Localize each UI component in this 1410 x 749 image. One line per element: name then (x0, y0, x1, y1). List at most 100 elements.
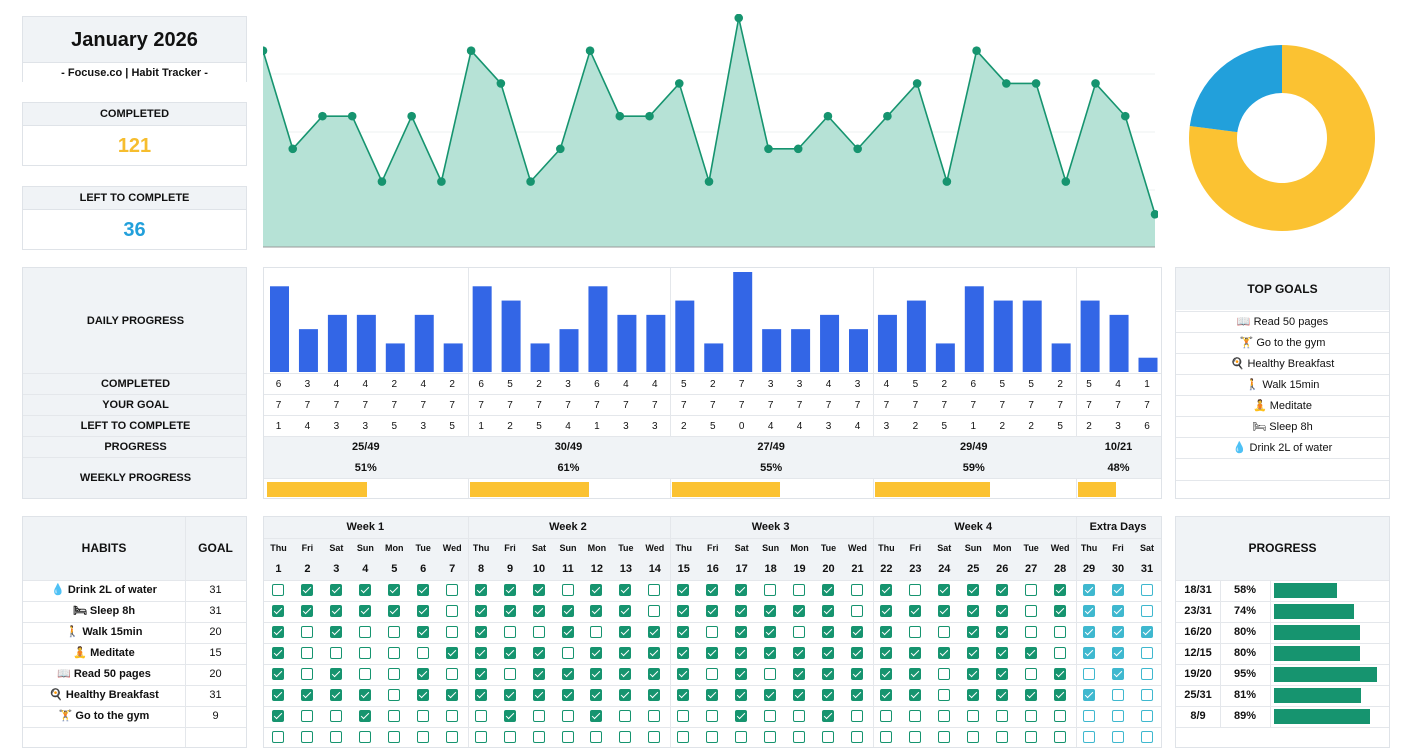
checkbox[interactable] (1140, 584, 1153, 596)
checkbox[interactable] (995, 626, 1008, 638)
checkbox[interactable] (1024, 731, 1037, 743)
checkbox[interactable] (735, 605, 748, 617)
checkbox[interactable] (1024, 626, 1037, 638)
checkbox[interactable] (764, 605, 777, 617)
checkbox[interactable] (474, 647, 487, 659)
checkbox[interactable] (1082, 710, 1095, 722)
checkbox[interactable] (851, 689, 863, 701)
checkbox[interactable] (1111, 647, 1124, 659)
checkbox[interactable] (677, 689, 690, 701)
checkbox[interactable] (619, 689, 632, 701)
checkbox[interactable] (648, 689, 661, 701)
checkbox[interactable] (764, 689, 777, 701)
checkbox[interactable] (532, 626, 545, 638)
checkbox[interactable] (764, 710, 777, 722)
checkbox[interactable] (735, 626, 748, 638)
checkbox[interactable] (937, 668, 950, 680)
checkbox[interactable] (358, 647, 371, 659)
checkbox[interactable] (561, 689, 574, 701)
checkbox[interactable] (300, 626, 313, 638)
checkbox[interactable] (329, 647, 342, 659)
checkbox[interactable] (590, 731, 603, 743)
checkbox[interactable] (879, 668, 892, 680)
checkbox[interactable] (995, 584, 1008, 596)
checkbox[interactable] (590, 647, 603, 659)
checkbox[interactable] (300, 689, 313, 701)
checkbox[interactable] (879, 689, 892, 701)
checkbox[interactable] (793, 689, 806, 701)
checkbox[interactable] (1053, 710, 1066, 722)
checkbox[interactable] (966, 668, 979, 680)
checkbox[interactable] (300, 647, 313, 659)
checkbox[interactable] (908, 668, 921, 680)
checkbox[interactable] (822, 626, 835, 638)
checkbox[interactable] (706, 731, 719, 743)
checkbox[interactable] (387, 605, 400, 617)
checkbox[interactable] (590, 668, 603, 680)
checkbox[interactable] (966, 647, 979, 659)
checkbox[interactable] (561, 710, 574, 722)
checkbox[interactable] (735, 647, 748, 659)
checkbox[interactable] (793, 647, 806, 659)
checkbox[interactable] (1140, 647, 1153, 659)
checkbox[interactable] (822, 689, 835, 701)
checkbox[interactable] (735, 731, 748, 743)
checkbox[interactable] (995, 668, 1008, 680)
checkbox[interactable] (706, 710, 719, 722)
checkbox[interactable] (995, 647, 1008, 659)
checkbox[interactable] (358, 584, 371, 596)
checkbox[interactable] (503, 647, 516, 659)
checkbox[interactable] (879, 605, 892, 617)
checkbox[interactable] (272, 710, 284, 722)
checkbox[interactable] (416, 626, 429, 638)
checkbox[interactable] (503, 731, 516, 743)
checkbox[interactable] (1024, 605, 1037, 617)
checkbox[interactable] (300, 584, 313, 596)
checkbox[interactable] (822, 647, 835, 659)
checkbox[interactable] (474, 668, 487, 680)
checkbox[interactable] (908, 605, 921, 617)
checkbox[interactable] (677, 647, 690, 659)
checkbox[interactable] (1024, 584, 1037, 596)
checkbox[interactable] (1140, 626, 1153, 638)
checkbox[interactable] (648, 647, 661, 659)
checkbox[interactable] (329, 710, 342, 722)
checkbox[interactable] (1082, 647, 1095, 659)
checkbox[interactable] (1111, 605, 1124, 617)
checkbox[interactable] (532, 584, 545, 596)
checkbox[interactable] (272, 584, 284, 596)
checkbox[interactable] (416, 689, 429, 701)
checkbox[interactable] (879, 584, 892, 596)
checkbox[interactable] (445, 626, 458, 638)
checkbox[interactable] (966, 605, 979, 617)
checkbox[interactable] (851, 710, 863, 722)
checkbox[interactable] (735, 584, 748, 596)
checkbox[interactable] (387, 626, 400, 638)
checkbox[interactable] (532, 710, 545, 722)
checkbox[interactable] (532, 731, 545, 743)
checkbox[interactable] (272, 668, 284, 680)
checkbox[interactable] (764, 731, 777, 743)
checkbox[interactable] (590, 584, 603, 596)
checkbox[interactable] (532, 605, 545, 617)
checkbox[interactable] (706, 605, 719, 617)
checkbox[interactable] (1111, 626, 1124, 638)
checkbox[interactable] (474, 710, 487, 722)
checkbox[interactable] (503, 668, 516, 680)
checkbox[interactable] (908, 584, 921, 596)
checkbox[interactable] (1053, 605, 1066, 617)
checkbox[interactable] (561, 647, 574, 659)
checkbox[interactable] (1111, 689, 1124, 701)
checkbox[interactable] (677, 668, 690, 680)
checkbox[interactable] (822, 710, 835, 722)
checkbox[interactable] (503, 605, 516, 617)
checkbox[interactable] (648, 584, 661, 596)
checkbox[interactable] (937, 647, 950, 659)
checkbox[interactable] (793, 605, 806, 617)
checkbox[interactable] (706, 689, 719, 701)
checkbox[interactable] (503, 689, 516, 701)
checkbox[interactable] (908, 731, 921, 743)
checkbox[interactable] (937, 605, 950, 617)
checkbox[interactable] (300, 668, 313, 680)
checkbox[interactable] (561, 584, 574, 596)
